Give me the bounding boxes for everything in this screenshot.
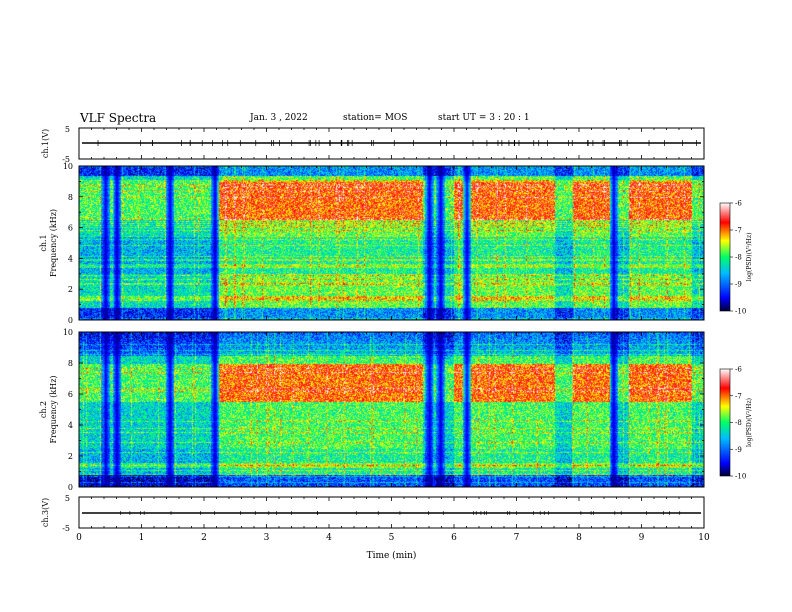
ch2-frequency-tick-label: 2 <box>68 452 73 461</box>
time-tick-label: 2 <box>201 533 207 543</box>
ch1-frequency-tick-label: 4 <box>68 254 73 263</box>
ch2-colorbar-tick-label: -6 <box>735 366 742 374</box>
ch2-colorbar-tick-label: -9 <box>735 446 742 454</box>
ch1-colorbar-tick-label: -6 <box>735 200 742 208</box>
ch1-frequency-tick-label: 2 <box>68 285 73 294</box>
ch1-frequency-tick-label: 8 <box>68 193 73 202</box>
ch2-spectrogram-image <box>79 332 704 487</box>
time-tick-label: 10 <box>698 533 710 543</box>
time-tick-label: 0 <box>76 533 82 543</box>
ch2-frequency-tick-label: 6 <box>68 390 73 399</box>
ch1-frequency-ylabel: Frequency (kHz) <box>49 209 58 277</box>
chart-title: VLF Spectra <box>80 111 157 125</box>
ch3-voltage-tick-label: -5 <box>62 524 70 533</box>
ch1-colorbar-tick-label: -8 <box>735 254 742 262</box>
ch1-colorbar-bar <box>719 202 731 312</box>
ch1-frequency-tick-label: 6 <box>68 224 73 233</box>
ch1-channel-label: ch.1 <box>39 234 48 251</box>
ch1-colorbar-tick-label: -7 <box>735 227 742 235</box>
ch1-voltage-ylabel: ch.1(V) <box>41 129 50 158</box>
ch1-colorbar-tick-label: -9 <box>735 281 742 289</box>
time-tick-label: 4 <box>326 533 332 543</box>
start-time-label: start UT = 3 : 20 : 1 <box>438 113 530 123</box>
time-axis-label: Time (min) <box>367 550 417 561</box>
ch1-frequency-tick-label: 0 <box>68 316 73 325</box>
date-label: Jan. 3 , 2022 <box>250 113 308 123</box>
ch2-colorbar-tick-label: -7 <box>735 392 742 400</box>
ch1-voltage-tick-label: -5 <box>62 155 70 164</box>
ch2-colorbar-tick-label: -10 <box>735 473 746 481</box>
time-tick-label: 5 <box>389 533 395 543</box>
time-tick-label: 7 <box>514 533 520 543</box>
ch2-colorbar-label: log(PSD)(V²/Hz) <box>746 398 753 447</box>
ch3-voltage-ylabel: ch.3(V) <box>41 498 50 527</box>
ch2-frequency-ylabel: Frequency (kHz) <box>49 375 58 443</box>
ch1-spectrogram-image <box>79 166 704 320</box>
ch3-voltage-tick-label: 5 <box>65 494 70 503</box>
ch2-frequency-tick-label: 0 <box>68 483 73 492</box>
ch2-colorbar-tick-label: -8 <box>735 419 742 427</box>
time-tick-label: 6 <box>451 533 457 543</box>
ch2-frequency-tick-label: 10 <box>63 328 73 337</box>
ch2-colorbar-bar <box>719 368 731 477</box>
ch2-frequency-tick-label: 8 <box>68 359 73 368</box>
ch1-colorbar-label: log(PSD)(V²/Hz) <box>746 233 753 282</box>
time-tick-label: 9 <box>639 533 645 543</box>
ch1-voltage-tick-label: 5 <box>65 125 70 134</box>
ch1-frequency-tick-label: 10 <box>63 162 73 171</box>
time-tick-label: 1 <box>139 533 145 543</box>
time-tick-label: 8 <box>576 533 582 543</box>
ch2-frequency-tick-label: 4 <box>68 421 73 430</box>
time-tick-label: 3 <box>264 533 270 543</box>
ch1-colorbar-tick-label: -10 <box>735 308 746 316</box>
ch2-channel-label: ch.2 <box>39 401 48 418</box>
station-label: station= MOS <box>343 113 408 123</box>
